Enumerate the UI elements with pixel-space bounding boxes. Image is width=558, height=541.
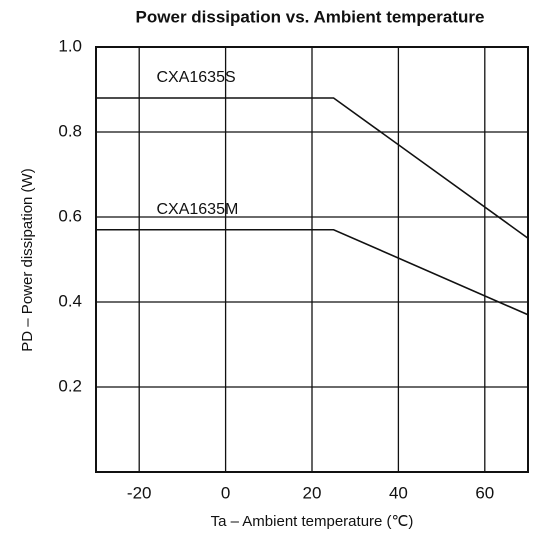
- x-axis-label: Ta – Ambient temperature (℃): [211, 513, 414, 530]
- series-label: CXA1635M: [156, 201, 238, 218]
- x-tick-label: 40: [389, 483, 408, 502]
- x-tick-label: 0: [221, 483, 230, 502]
- plot-frame: [95, 46, 529, 473]
- series-line: [96, 228, 529, 316]
- y-tick-label: 1.0: [58, 36, 82, 55]
- series-line: [96, 97, 529, 239]
- x-tick-label: -20: [127, 483, 152, 502]
- chart-title: Power dissipation vs. Ambient temperatur…: [136, 7, 485, 26]
- y-tick-label: 0.8: [58, 121, 82, 140]
- y-tick-label: 0.2: [58, 376, 82, 395]
- y-axis-label: PD – Power dissipation (W): [19, 168, 36, 351]
- y-tick-label: 0.6: [58, 206, 82, 225]
- y-tick-label: 0.4: [58, 291, 82, 310]
- x-tick-label: 60: [475, 483, 494, 502]
- series-label: CXA1635S: [156, 69, 235, 86]
- x-tick-label: 20: [303, 483, 322, 502]
